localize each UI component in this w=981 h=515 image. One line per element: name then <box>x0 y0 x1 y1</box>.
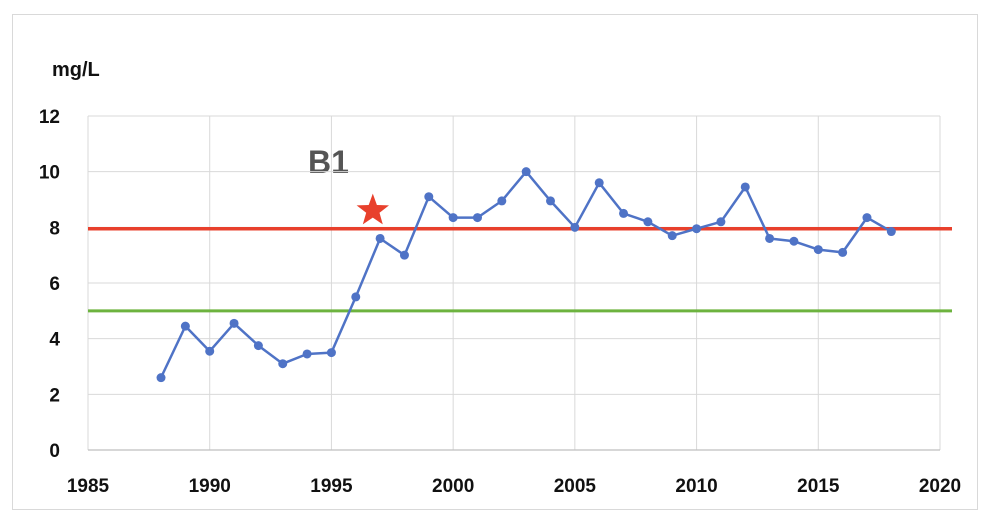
data-point <box>229 318 239 328</box>
data-point <box>472 213 482 223</box>
y-axis-unit-label: mg/L <box>52 59 100 81</box>
x-tick-label: 1985 <box>67 476 110 497</box>
x-tick-label: 1995 <box>310 476 353 497</box>
data-point <box>399 250 409 260</box>
data-point <box>838 247 848 257</box>
data-point <box>643 217 653 227</box>
data-point <box>156 373 166 383</box>
annotation-label: B1 <box>308 144 349 180</box>
star-icon <box>356 193 389 225</box>
x-tick-label: 2015 <box>797 476 840 497</box>
data-point <box>302 349 312 359</box>
x-tick-label: 1990 <box>189 476 231 497</box>
data-point <box>546 196 556 206</box>
y-tick-label: 4 <box>49 330 60 351</box>
data-point <box>205 346 215 356</box>
data-point <box>886 227 896 237</box>
data-point <box>692 224 702 234</box>
chart-frame <box>12 14 978 510</box>
data-point <box>716 217 726 227</box>
data-point <box>375 233 385 243</box>
y-tick-label: 12 <box>39 107 60 128</box>
data-point <box>424 192 434 202</box>
x-tick-label: 2010 <box>675 476 717 497</box>
y-tick-label: 6 <box>49 274 60 295</box>
data-point <box>789 236 799 246</box>
x-tick-label: 2005 <box>554 476 597 497</box>
data-point <box>326 348 336 358</box>
x-tick-label: 2000 <box>432 476 474 497</box>
data-point <box>253 341 263 351</box>
data-point <box>351 292 361 302</box>
data-point <box>570 222 580 232</box>
y-tick-label: 0 <box>49 441 60 462</box>
data-point <box>667 231 677 241</box>
data-point <box>278 359 288 369</box>
data-point <box>594 178 604 188</box>
data-point <box>862 213 872 223</box>
data-point <box>448 213 458 223</box>
data-point <box>619 208 629 218</box>
data-point <box>765 233 775 243</box>
y-tick-label: 10 <box>39 163 60 184</box>
y-tick-label: 8 <box>49 218 60 239</box>
series-line <box>159 170 892 379</box>
data-point <box>180 321 190 331</box>
y-tick-label: 2 <box>49 385 60 406</box>
data-point <box>497 196 507 206</box>
data-point <box>740 182 750 192</box>
data-point <box>813 245 823 255</box>
data-point <box>521 167 531 177</box>
x-tick-label: 2020 <box>919 476 961 497</box>
